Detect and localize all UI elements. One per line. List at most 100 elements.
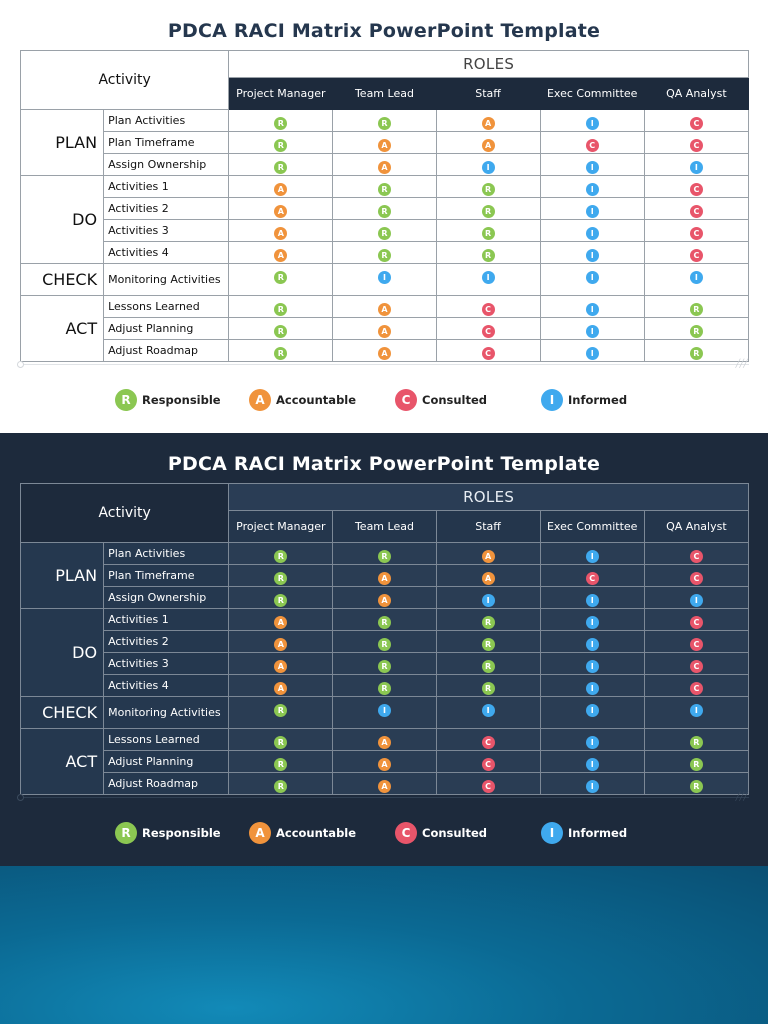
role-header: Project Manager bbox=[228, 77, 334, 110]
raci-cell: R bbox=[332, 542, 437, 565]
table-row: Adjust Planning R A C I R bbox=[21, 317, 750, 340]
raci-badge: A bbox=[274, 616, 288, 629]
scroll-handle[interactable] bbox=[17, 361, 24, 368]
raci-table: Activity ROLES Project Manager Team Lead S… bbox=[19, 483, 750, 795]
raci-badge: R bbox=[377, 660, 391, 673]
legend: R Responsible A Accountable C Consulted I Infor… bbox=[0, 817, 768, 849]
raci-cell: A bbox=[332, 339, 437, 362]
raci-table: Activity ROLES Project Manager Team Lead S… bbox=[19, 50, 750, 362]
activity-header: Activity bbox=[19, 50, 230, 110]
legend-item: I Informed bbox=[541, 384, 627, 416]
raci-cell: A bbox=[435, 542, 541, 565]
legend-badge: I bbox=[541, 389, 563, 411]
raci-badge: R bbox=[481, 227, 495, 240]
raci-badge: C bbox=[481, 758, 495, 771]
raci-badge: I bbox=[481, 161, 495, 174]
legend-item: C Consulted bbox=[395, 817, 487, 849]
activity-label: Activities 3 bbox=[103, 652, 230, 675]
raci-badge: R bbox=[274, 271, 288, 284]
activity-label: Monitoring Activities bbox=[103, 696, 230, 729]
legend-badge: A bbox=[249, 822, 271, 844]
activity-label: Assign Ownership bbox=[103, 153, 230, 176]
phase-label: DO bbox=[19, 175, 105, 264]
phase-label: DO bbox=[19, 608, 105, 697]
legend-item: A Accountable bbox=[249, 817, 356, 849]
raci-badge: A bbox=[377, 161, 391, 174]
activity-label: Plan Timeframe bbox=[103, 564, 230, 587]
raci-badge: R bbox=[377, 638, 391, 651]
raci-cell: A bbox=[332, 772, 437, 795]
horizontal-scrollbar[interactable]: ╱╱╱ bbox=[17, 359, 749, 368]
slide-title: PDCA RACI Matrix PowerPoint Template bbox=[167, 20, 601, 42]
table-row: Assign Ownership R A I I I bbox=[21, 153, 750, 176]
legend-item: C Consulted bbox=[395, 384, 487, 416]
legend-item: I Informed bbox=[541, 817, 627, 849]
raci-badge: C bbox=[689, 227, 703, 240]
raci-badge: I bbox=[689, 271, 703, 284]
raci-cell: R bbox=[228, 728, 334, 751]
raci-cell: C bbox=[643, 652, 750, 675]
raci-badge: C bbox=[689, 682, 703, 695]
raci-badge: I bbox=[689, 594, 703, 607]
raci-badge: R bbox=[274, 550, 288, 563]
raci-cell: C bbox=[435, 750, 541, 773]
raci-cell: I bbox=[643, 696, 750, 729]
role-header: Project Manager bbox=[228, 510, 334, 543]
raci-cell: R bbox=[228, 564, 334, 587]
scroll-handle[interactable] bbox=[17, 794, 24, 801]
raci-badge: R bbox=[274, 704, 288, 717]
raci-cell: R bbox=[228, 696, 334, 729]
legend-badge: R bbox=[115, 822, 137, 844]
raci-cell: R bbox=[435, 219, 541, 242]
activity-label: Activities 1 bbox=[103, 175, 230, 198]
table-row: Assign Ownership R A I I I bbox=[21, 586, 750, 609]
raci-badge: I bbox=[585, 183, 599, 196]
activity-label: Activities 2 bbox=[103, 197, 230, 220]
legend-label: Consulted bbox=[422, 392, 488, 407]
raci-cell: I bbox=[539, 750, 645, 773]
activity-label: Adjust Planning bbox=[103, 317, 230, 340]
raci-cell: I bbox=[539, 696, 645, 729]
role-header: QA Analyst bbox=[643, 510, 750, 543]
raci-badge: A bbox=[274, 682, 288, 695]
raci-cell: C bbox=[539, 564, 645, 587]
table-row: Activities 4 A R R I C bbox=[21, 241, 750, 264]
raci-cell: R bbox=[228, 317, 334, 340]
raci-cell: A bbox=[228, 630, 334, 653]
raci-badge: I bbox=[585, 550, 599, 563]
legend-badge: R bbox=[115, 389, 137, 411]
legend-badge: A bbox=[249, 389, 271, 411]
raci-cell: C bbox=[435, 339, 541, 362]
table-row: CHECK Monitoring Activities R I I I I bbox=[19, 696, 750, 729]
raci-badge: R bbox=[377, 227, 391, 240]
activity-label: Activities 4 bbox=[103, 241, 230, 264]
raci-cell: C bbox=[539, 131, 645, 154]
raci-badge: A bbox=[377, 347, 391, 360]
table-row: Plan Timeframe R A A C C bbox=[21, 564, 750, 587]
raci-badge: I bbox=[481, 704, 495, 717]
raci-cell: C bbox=[643, 175, 750, 198]
raci-badge: R bbox=[481, 682, 495, 695]
raci-cell: I bbox=[435, 586, 541, 609]
raci-badge: R bbox=[377, 682, 391, 695]
raci-cell: I bbox=[643, 263, 750, 296]
raci-cell: R bbox=[228, 542, 334, 565]
resize-grip-icon[interactable]: ╱╱╱ bbox=[735, 792, 748, 801]
table-row: Activities 3 A R R I C bbox=[21, 219, 750, 242]
legend-label: Consulted bbox=[422, 825, 488, 840]
raci-badge: A bbox=[274, 249, 288, 262]
raci-badge: R bbox=[377, 183, 391, 196]
raci-badge: R bbox=[377, 117, 391, 130]
legend-label: Accountable bbox=[276, 825, 357, 840]
background-gradient bbox=[0, 866, 768, 1024]
raci-cell: A bbox=[332, 317, 437, 340]
raci-badge: I bbox=[585, 594, 599, 607]
raci-badge: R bbox=[481, 249, 495, 262]
horizontal-scrollbar[interactable]: ╱╱╱ bbox=[17, 792, 749, 801]
raci-cell: I bbox=[643, 153, 750, 176]
raci-cell: I bbox=[539, 586, 645, 609]
resize-grip-icon[interactable]: ╱╱╱ bbox=[735, 359, 748, 368]
legend-label: Responsible bbox=[142, 392, 221, 407]
activity-label: Plan Timeframe bbox=[103, 131, 230, 154]
raci-cell: I bbox=[539, 197, 645, 220]
